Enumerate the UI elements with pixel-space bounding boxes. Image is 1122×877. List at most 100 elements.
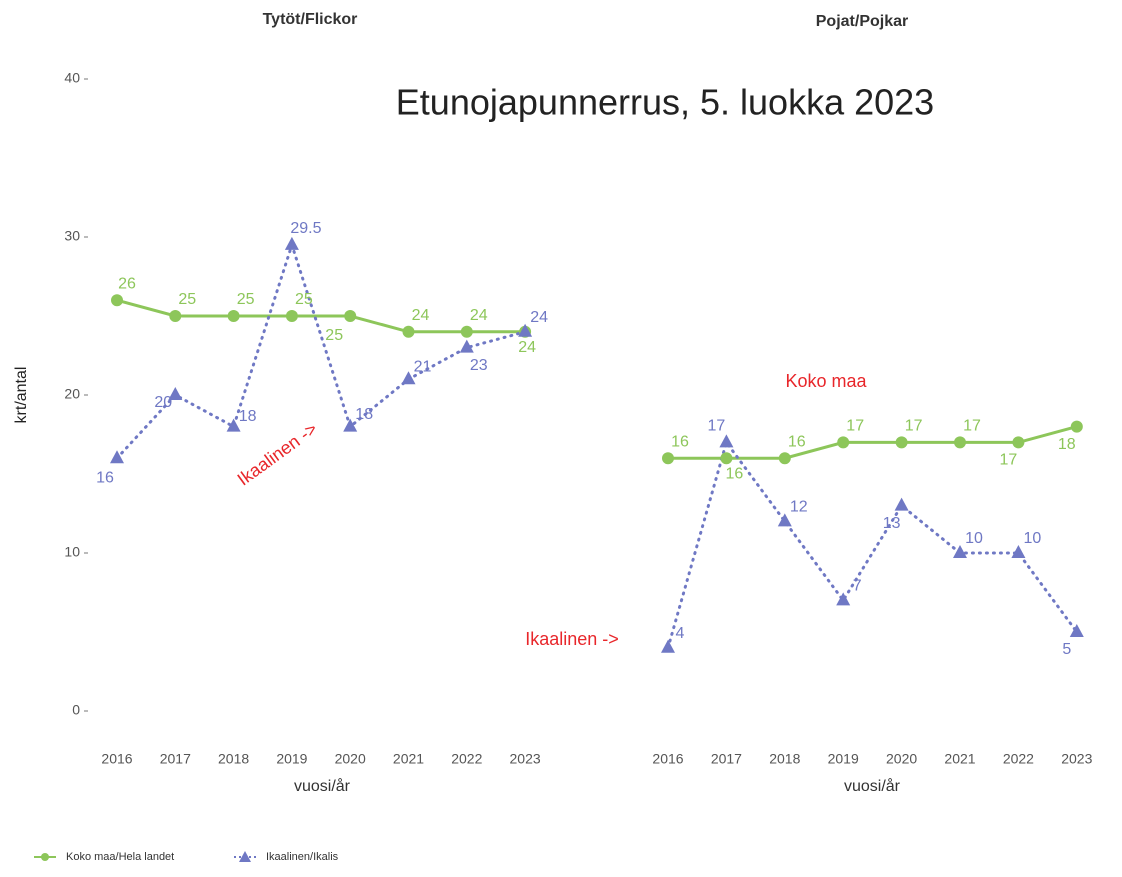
point [1011, 545, 1026, 558]
point [778, 452, 791, 465]
data-label: 17 [905, 418, 923, 435]
y-tick-label: 40 [64, 70, 80, 86]
data-label: 17 [708, 418, 726, 435]
legend-marker [41, 853, 49, 861]
point [401, 371, 416, 385]
point [894, 497, 909, 511]
data-label: 29.5 [290, 220, 321, 237]
x-tick-label: 2021 [944, 751, 975, 767]
y-tick-label: 0 [72, 702, 80, 718]
point [344, 310, 357, 322]
x-axis-label: vuosi/år [844, 777, 901, 795]
legend: Koko maa/Hela landet Ikaalinen/Ikalis [34, 851, 339, 863]
data-label: 24 [412, 307, 430, 324]
point [285, 310, 298, 322]
series-line [116, 298, 526, 334]
point [227, 310, 240, 322]
data-label: 17 [963, 418, 981, 435]
y-axis-label: krt/antal [13, 367, 30, 424]
panel-title: Tytöt/Flickor [263, 11, 358, 28]
annotation: Ikaalinen -> [525, 629, 619, 649]
data-label: 17 [1000, 452, 1018, 469]
data-label: 16 [726, 465, 744, 482]
data-label: 13 [883, 515, 901, 532]
x-tick-label: 2018 [218, 751, 249, 767]
data-label: 18 [1058, 436, 1076, 453]
point [837, 436, 850, 449]
point [1012, 436, 1025, 449]
series-line [666, 439, 1079, 650]
x-tick-label: 2020 [886, 751, 917, 767]
point [226, 418, 241, 432]
x-tick-label: 2019 [276, 751, 307, 767]
x-tick-label: 2023 [1061, 751, 1092, 767]
data-label: 17 [846, 418, 864, 435]
point [662, 452, 674, 465]
x-tick-label: 2022 [451, 751, 482, 767]
x-axis-label: vuosi/år [294, 777, 351, 795]
panel-title: Pojat/Pojkar [816, 13, 908, 30]
point [777, 513, 792, 527]
data-label: 25 [237, 291, 255, 308]
point [343, 418, 358, 432]
point [284, 236, 299, 250]
data-label: 4 [676, 625, 685, 642]
point [111, 294, 123, 307]
annotation: Ikaalinen -> [234, 418, 321, 489]
x-tick-label: 2016 [652, 751, 683, 767]
chart-title: Etunojapunnerrus, 5. luokka 2023 [396, 82, 934, 123]
data-label: 20 [154, 394, 172, 411]
point [518, 323, 533, 337]
point [836, 592, 851, 606]
series-line [115, 239, 527, 460]
data-label: 25 [325, 327, 343, 344]
y-tick-label: 30 [64, 228, 80, 244]
point [1070, 420, 1083, 433]
data-label: 23 [470, 357, 488, 374]
point [460, 325, 473, 338]
data-label: 24 [518, 339, 536, 356]
x-tick-label: 2017 [160, 751, 191, 767]
point [954, 436, 966, 449]
data-label: 7 [853, 578, 862, 595]
x-tick-label: 2018 [769, 751, 800, 767]
y-tick-label: 20 [64, 386, 80, 402]
data-label: 21 [414, 358, 432, 375]
data-label: 18 [355, 406, 373, 423]
point [720, 452, 733, 465]
x-tick-label: 2020 [335, 751, 366, 767]
point [110, 450, 124, 464]
annotation: Koko maa [785, 371, 867, 391]
x-tick-label: 2023 [510, 751, 541, 767]
data-label: 12 [790, 499, 808, 516]
x-tick-label: 2017 [711, 751, 742, 767]
data-label: 24 [470, 307, 488, 324]
data-label: 10 [1024, 530, 1042, 547]
data-label: 16 [671, 433, 689, 450]
point [402, 325, 415, 338]
point [168, 387, 183, 400]
x-tick-label: 2022 [1003, 751, 1034, 767]
point [953, 545, 967, 558]
series-line [668, 425, 1078, 460]
point [895, 436, 908, 449]
legend-label: Ikaalinen/Ikalis [266, 851, 339, 863]
data-label: 5 [1062, 641, 1071, 658]
x-tick-label: 2016 [101, 751, 132, 767]
data-label: 16 [96, 469, 114, 486]
data-label: 18 [239, 408, 257, 425]
point [1069, 624, 1084, 637]
data-label: 16 [788, 433, 806, 450]
point [661, 639, 675, 653]
x-tick-label: 2019 [828, 751, 859, 767]
x-tick-label: 2021 [393, 751, 424, 767]
y-tick-label: 10 [64, 544, 80, 560]
data-label: 25 [178, 291, 196, 308]
data-label: 25 [295, 291, 313, 308]
point [459, 339, 474, 353]
legend-marker [239, 851, 251, 862]
data-label: 24 [530, 309, 548, 326]
point [169, 310, 182, 322]
legend-label: Koko maa/Hela landet [66, 851, 174, 863]
